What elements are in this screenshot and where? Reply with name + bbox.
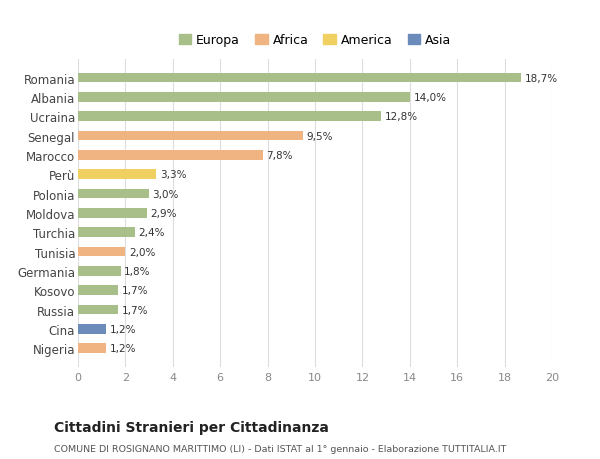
Bar [78,267,121,276]
Bar [78,73,521,83]
Text: COMUNE DI ROSIGNANO MARITTIMO (LI) - Dati ISTAT al 1° gennaio - Elaborazione TUT: COMUNE DI ROSIGNANO MARITTIMO (LI) - Dat… [54,444,506,453]
Text: 3,3%: 3,3% [160,170,186,180]
Text: 1,2%: 1,2% [110,343,136,353]
Bar [78,305,118,315]
Bar [78,325,106,334]
Text: 3,0%: 3,0% [152,189,179,199]
Text: 1,7%: 1,7% [122,285,148,296]
Text: 1,2%: 1,2% [110,324,136,334]
Text: 2,0%: 2,0% [129,247,155,257]
Text: 18,7%: 18,7% [525,73,558,84]
Text: 1,7%: 1,7% [122,305,148,315]
Text: 12,8%: 12,8% [385,112,418,122]
Text: 7,8%: 7,8% [266,151,293,161]
Bar [78,344,106,353]
Bar [78,208,147,218]
Text: 2,4%: 2,4% [139,228,165,238]
Bar [78,93,410,102]
Text: 1,8%: 1,8% [124,266,151,276]
Text: Cittadini Stranieri per Cittadinanza: Cittadini Stranieri per Cittadinanza [54,420,329,434]
Bar [78,170,156,179]
Bar [78,112,382,122]
Bar [78,247,125,257]
Text: 14,0%: 14,0% [413,93,446,103]
Text: 9,5%: 9,5% [307,131,333,141]
Bar [78,131,303,141]
Legend: Europa, Africa, America, Asia: Europa, Africa, America, Asia [173,29,457,52]
Text: 2,9%: 2,9% [150,208,177,218]
Bar [78,189,149,199]
Bar [78,228,135,238]
Bar [78,286,118,296]
Bar [78,151,263,160]
